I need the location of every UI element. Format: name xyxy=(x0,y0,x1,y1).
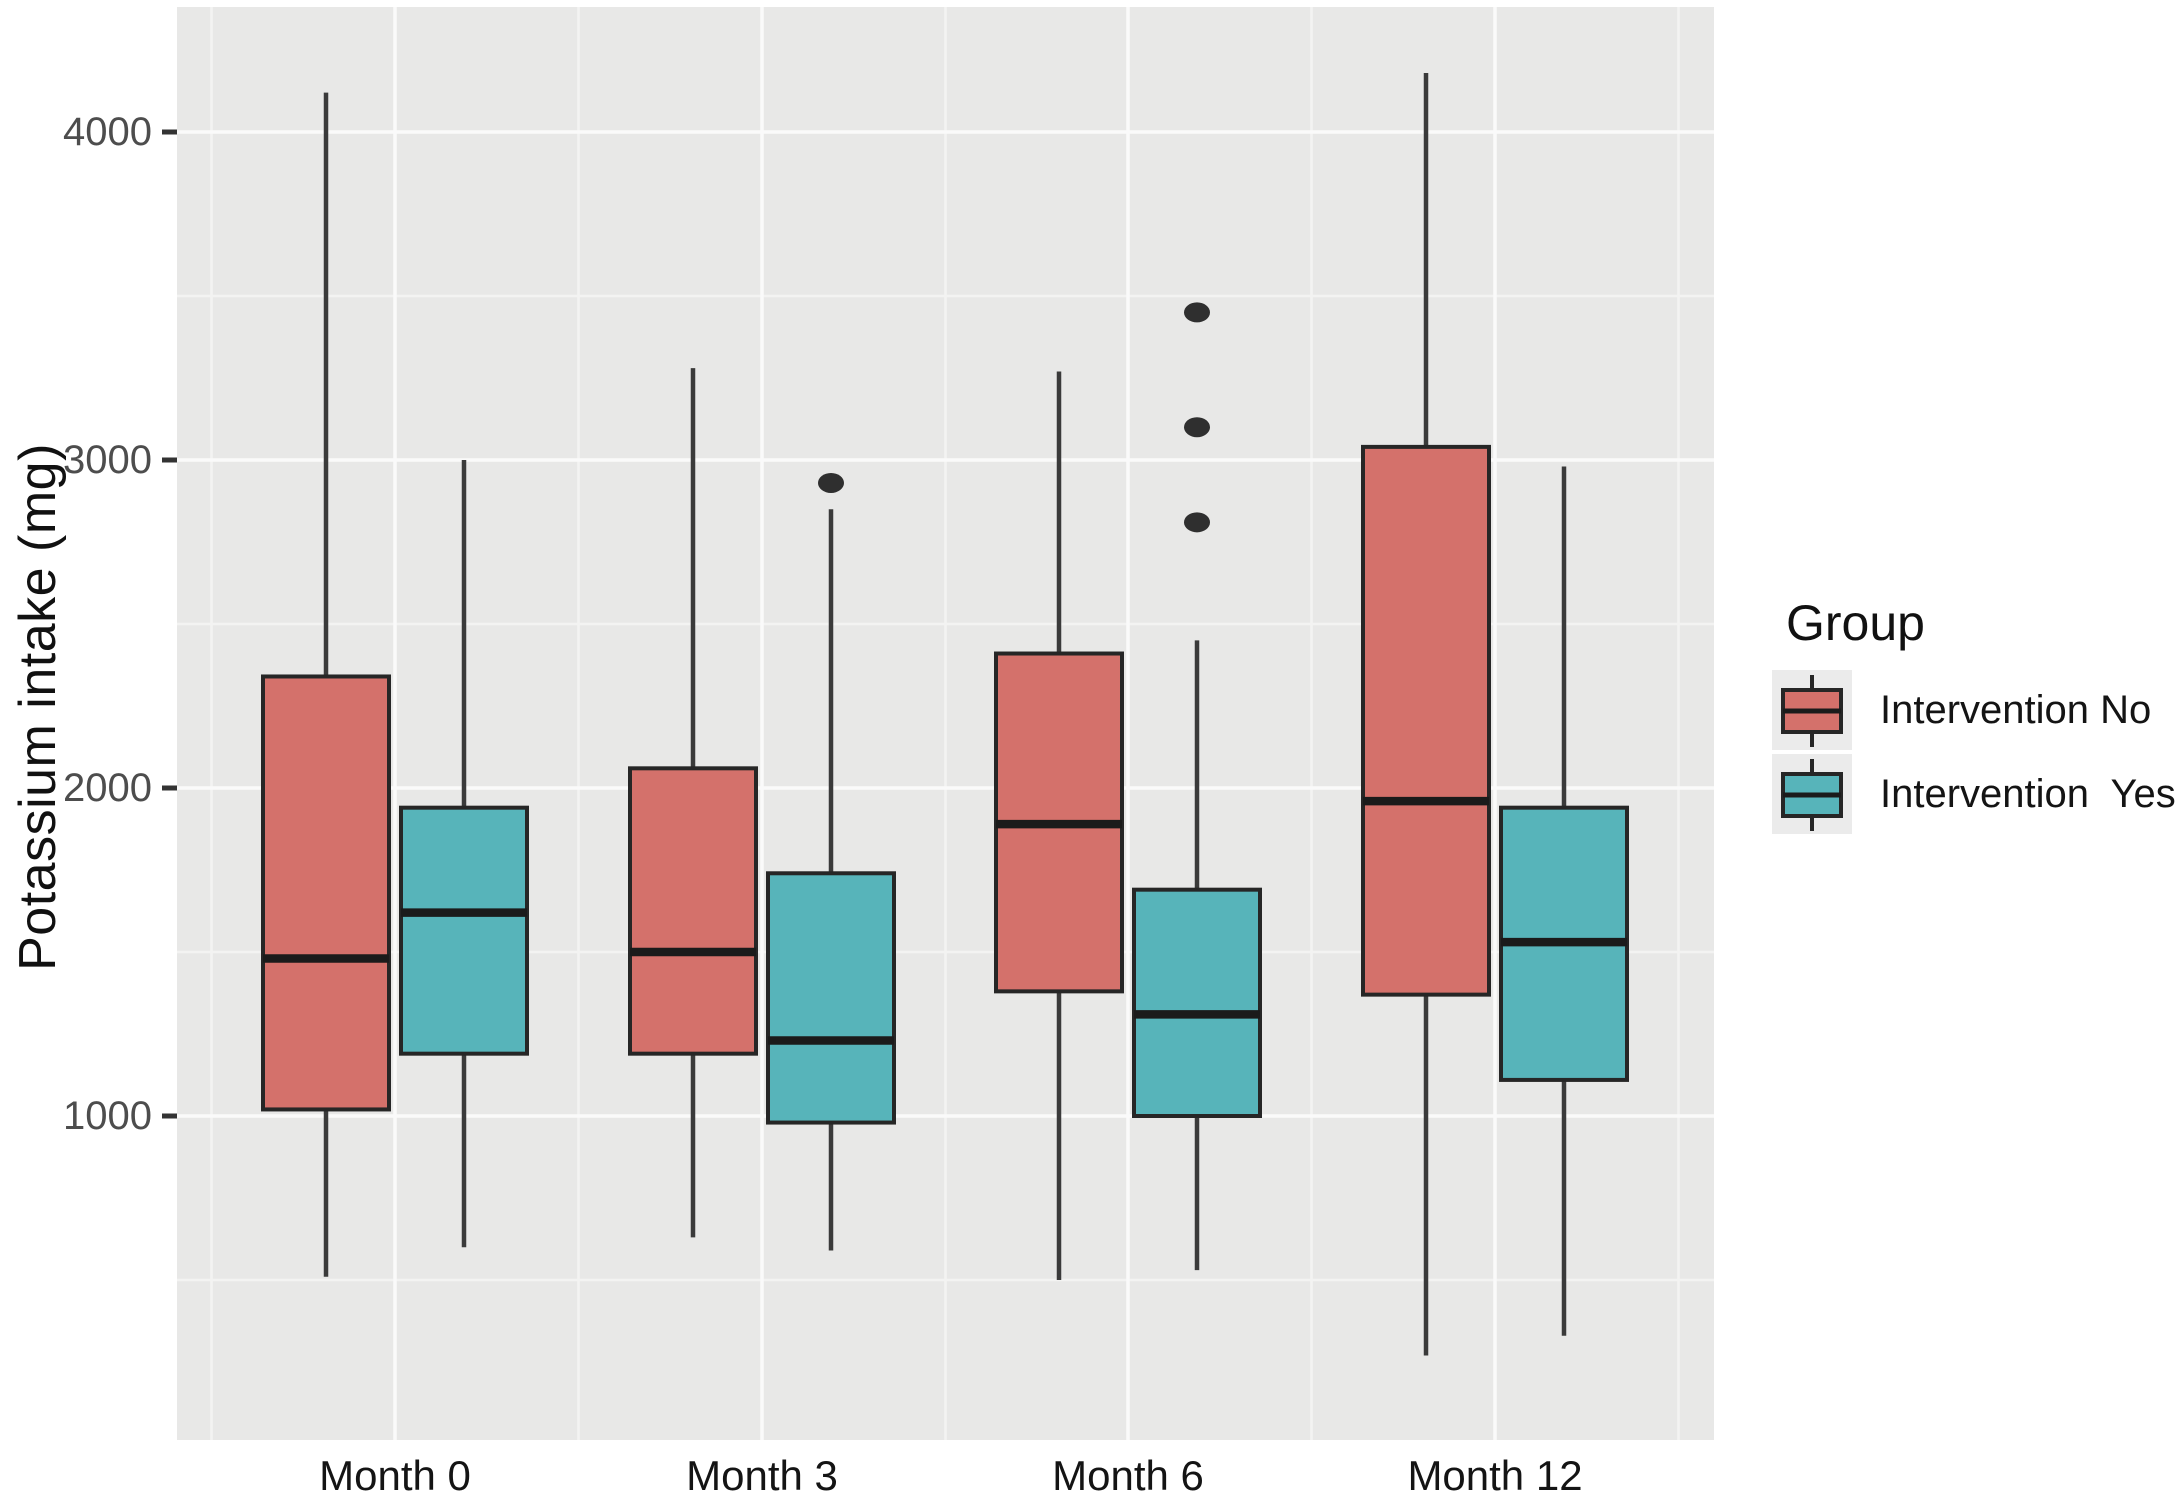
outlier-point xyxy=(1184,417,1210,438)
outlier-point xyxy=(1184,302,1210,323)
legend-item-intervention-no: Intervention No xyxy=(1772,670,2172,750)
legend-label-intervention-yes: Intervention Yes xyxy=(1880,771,2175,816)
box-intervention-no xyxy=(1361,444,1491,997)
y-tick-label: 2000 xyxy=(63,766,152,810)
box-intervention-yes xyxy=(1132,887,1262,1118)
y-tick-label: 1000 xyxy=(63,1094,152,1138)
outlier-point xyxy=(818,472,844,493)
outlier-point xyxy=(1184,512,1210,533)
legend-title: Group xyxy=(1786,595,1925,651)
box-intervention-yes xyxy=(399,805,529,1056)
legend-label-intervention-no: Intervention No xyxy=(1880,687,2152,732)
box-intervention-yes xyxy=(766,871,896,1125)
box-intervention-no xyxy=(628,766,758,1056)
boxplot-key-icon xyxy=(1772,670,1852,750)
boxplot-key-icon xyxy=(1772,754,1852,834)
y-tick-label: 3000 xyxy=(63,438,152,482)
legend: Group Intervention No xyxy=(1772,594,2175,838)
x-tick-label: Month 12 xyxy=(1407,1452,1582,1499)
x-tick-label: Month 6 xyxy=(1052,1452,1204,1499)
x-tick-label: Month 3 xyxy=(686,1452,838,1499)
box-intervention-no xyxy=(261,674,391,1112)
legend-item-intervention-yes: Intervention Yes xyxy=(1772,754,2175,834)
x-tick-label: Month 0 xyxy=(319,1452,471,1499)
y-axis-title: Potassium intake (mg) xyxy=(9,443,67,971)
y-tick-label: 4000 xyxy=(63,110,152,154)
